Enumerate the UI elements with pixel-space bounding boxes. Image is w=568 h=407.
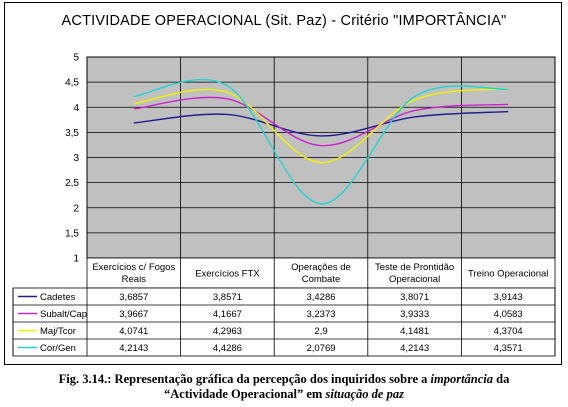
- legend-label: Cadetes: [40, 292, 76, 303]
- caption-mid: da: [493, 372, 510, 386]
- data-label: 4,0583: [494, 309, 523, 320]
- y-tick-label: 5: [73, 53, 79, 64]
- data-label: 4,4286: [213, 343, 242, 354]
- chart-container: ACTIVIDADE OPERACIONAL (Sit. Paz) - Crit…: [4, 2, 562, 365]
- series-line-cor-gen: [133, 78, 509, 205]
- series-line-maj-tcor: [133, 87, 509, 164]
- data-label: 2,9: [314, 326, 327, 337]
- x-category-label: Exercícios FTX: [195, 269, 260, 280]
- data-label: 3,9143: [494, 292, 523, 303]
- data-label: 4,0741: [119, 326, 148, 337]
- figure-caption: Fig. 3.14.: Representação gráfica da per…: [0, 372, 568, 402]
- data-label: 3,9333: [400, 309, 429, 320]
- data-label: 3,9667: [119, 309, 148, 320]
- data-label: 3,4286: [306, 292, 335, 303]
- data-label: 4,3704: [494, 326, 523, 337]
- y-tick-label: 4: [73, 103, 79, 114]
- caption-emphasis-situation: situação de paz: [325, 387, 404, 401]
- y-tick-label: 4,5: [65, 78, 79, 89]
- legend-label: Cor/Gen: [40, 343, 76, 354]
- data-label: 2,0769: [306, 343, 335, 354]
- x-category-label: Operacional: [389, 274, 440, 285]
- legend-label: Maj/Tcor: [40, 326, 76, 337]
- x-category-label: Exercícios c/ Fogos: [92, 262, 175, 273]
- caption-emphasis-importance: importância: [430, 372, 494, 386]
- y-tick-label: 2,5: [65, 178, 79, 189]
- y-tick-label: 3: [73, 153, 79, 164]
- line-chart: 1 1,5 2 2,5 3 3,5 4 4,5 5 Exercícios c/ FogosReai…: [12, 53, 556, 357]
- series-line-cadetes: [133, 110, 509, 137]
- caption-prefix: Fig. 3.14.: Representação gráfica da per…: [58, 372, 431, 386]
- data-label: 4,1667: [213, 309, 242, 320]
- data-label: 3,2373: [306, 309, 335, 320]
- data-label: 4,3571: [494, 343, 523, 354]
- x-category-label: Reais: [122, 274, 147, 285]
- category-row: [86, 257, 556, 289]
- y-tick-label: 1,5: [65, 228, 79, 239]
- data-label: 4,1481: [400, 326, 429, 337]
- caption-line2: “Actividade Operacional” em: [164, 387, 326, 401]
- series-line-subalt-cap: [133, 96, 509, 147]
- x-category-label: Combate: [302, 274, 341, 285]
- data-label: 3,8571: [213, 292, 242, 303]
- x-category-label: Teste de Prontidão: [375, 262, 454, 273]
- x-category-label: Operações de: [291, 262, 351, 273]
- x-category-label: Treino Operacional: [468, 269, 548, 280]
- data-label: 3,8071: [400, 292, 429, 303]
- y-tick-label: 1: [73, 254, 79, 265]
- data-label: 4,2963: [213, 326, 242, 337]
- chart-title: ACTIVIDADE OPERACIONAL (Sit. Paz) - Crit…: [61, 13, 507, 29]
- data-label: 4,2143: [119, 343, 148, 354]
- y-tick-label: 3,5: [65, 128, 79, 139]
- data-label: 3,6857: [119, 292, 148, 303]
- y-tick-label: 2: [73, 203, 79, 214]
- data-label: 4,2143: [400, 343, 429, 354]
- legend-label: Subalt/Cap: [40, 309, 87, 320]
